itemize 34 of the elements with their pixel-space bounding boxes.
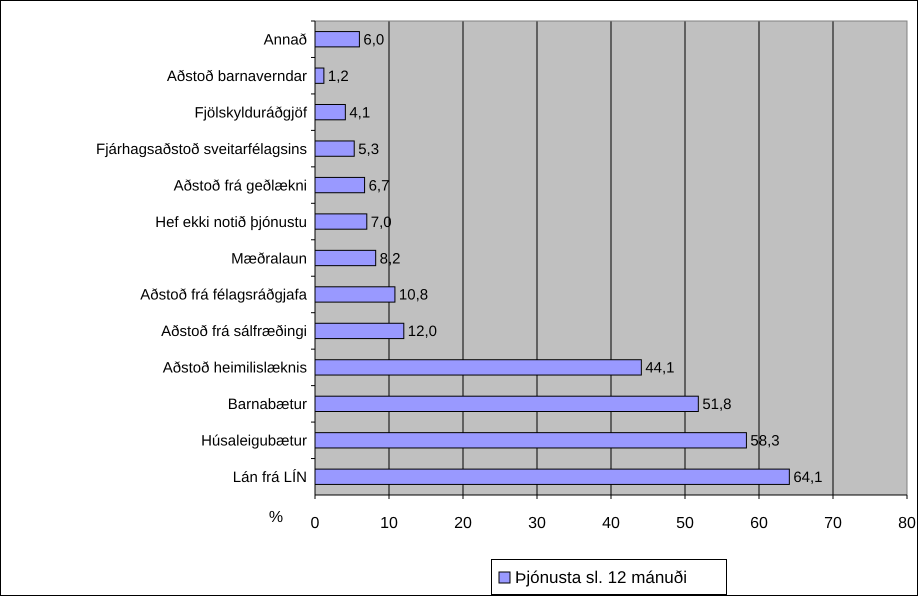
y-tick-label: Hef ekki notið þjónustu (155, 214, 307, 231)
y-tick-label: Aðstoð frá félagsráðgjafa (140, 286, 308, 304)
data-label: 51,8 (702, 396, 732, 414)
x-tick-label: 10 (380, 515, 398, 532)
y-tick-label: Fjárhagsaðstoð sveitarfélagsins (96, 140, 307, 158)
y-tick-label: Aðstoð frá sálfræðingi (161, 323, 307, 340)
data-label: 10,8 (398, 286, 428, 304)
data-label: 1,2 (328, 68, 349, 85)
x-tick-label: 80 (898, 515, 916, 532)
y-tick-label: Annað (264, 31, 307, 48)
y-tick-label: Aðstoð frá geðlækni (174, 177, 307, 194)
data-label: 5,3 (358, 140, 380, 158)
data-label: 6,7 (368, 177, 390, 194)
data-label: 6,0 (363, 31, 384, 48)
x-tick-label: 20 (454, 515, 472, 532)
x-tick-label: 60 (750, 515, 768, 532)
y-tick-label: Mæðralaun (231, 250, 307, 268)
y-tick-label: Aðstoð heimilislæknis (162, 360, 307, 377)
y-tick-label: Barnabætur (228, 396, 307, 414)
x-tick-label: 70 (824, 515, 842, 532)
y-tick-label: Húsaleigubætur (201, 432, 307, 450)
x-tick-label: 30 (528, 515, 546, 532)
data-label: 64,1 (793, 469, 823, 486)
data-label: 4,1 (349, 104, 370, 122)
data-label: 44,1 (645, 360, 675, 377)
data-label: 12,0 (408, 323, 438, 340)
y-tick-label: Fjölskylduráðgjöf (194, 104, 308, 122)
y-tick-label: Aðstoð barnaverndar (166, 68, 307, 85)
legend-label: Þjónusta sl. 12 mánuði (515, 568, 687, 587)
y-tick-label: Lán frá LÍN (232, 468, 307, 486)
x-tick-label: 50 (676, 515, 694, 532)
x-tick-label: 40 (602, 515, 620, 532)
x-axis-title: % (268, 509, 284, 526)
x-tick-label: 0 (310, 515, 320, 532)
